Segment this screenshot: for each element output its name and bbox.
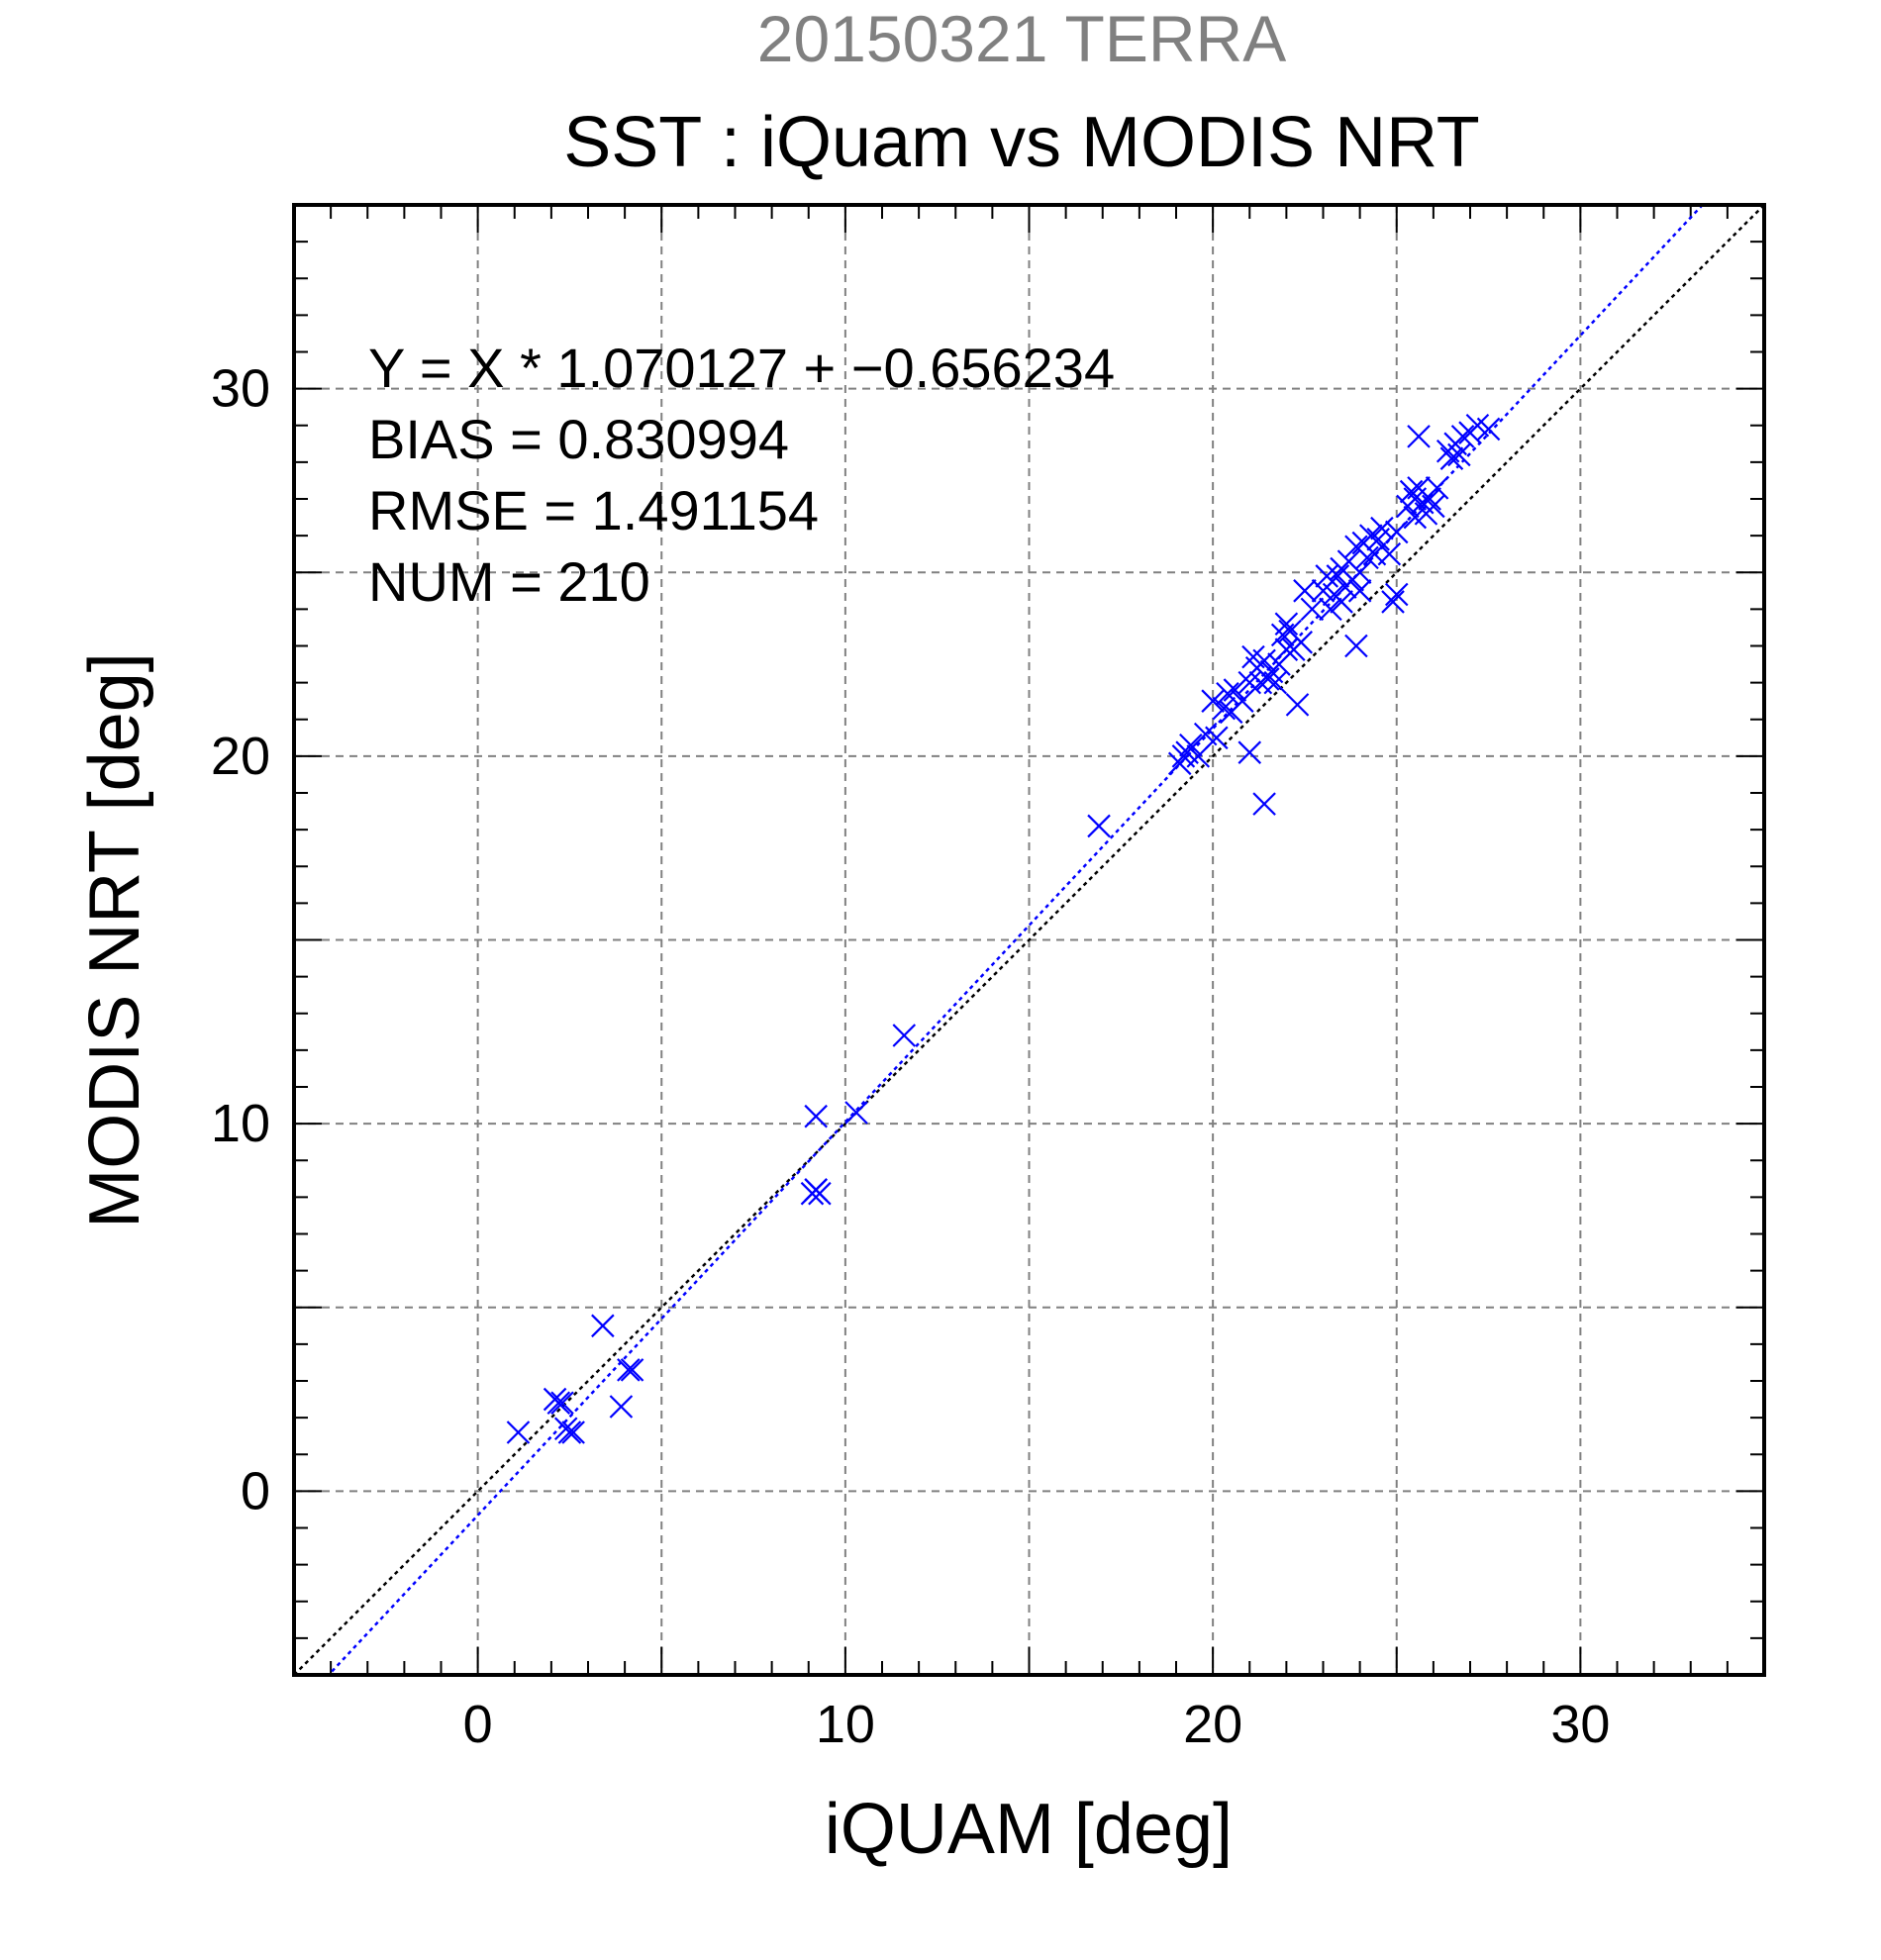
y-tick-labels: 0 10 20 30 xyxy=(211,359,270,1521)
y-tick-label: 0 xyxy=(241,1461,270,1520)
data-point xyxy=(1087,814,1111,838)
chart-subtitle: 20150321 TERRA xyxy=(757,2,1286,75)
data-point xyxy=(804,1104,828,1128)
x-tick-label: 10 xyxy=(816,1695,875,1754)
data-point xyxy=(1384,520,1409,544)
data-point xyxy=(1425,476,1449,500)
data-point xyxy=(1256,667,1280,691)
data-point xyxy=(591,1314,615,1338)
data-point xyxy=(1238,670,1262,695)
data-point xyxy=(1422,494,1445,519)
data-point xyxy=(1418,487,1441,511)
data-point xyxy=(1476,417,1501,441)
data-point xyxy=(1293,579,1317,603)
data-point xyxy=(1263,670,1288,695)
data-point xyxy=(1252,792,1276,816)
data-point xyxy=(1407,425,1431,448)
plot-area-frame xyxy=(292,203,1766,1677)
identity-line xyxy=(294,205,1764,1675)
data-point xyxy=(620,1358,644,1382)
data-point xyxy=(1315,564,1338,588)
x-tick-label: 0 xyxy=(463,1695,493,1754)
data-point xyxy=(617,1358,641,1382)
data-point xyxy=(1347,560,1372,585)
data-point xyxy=(844,1101,868,1125)
x-tick-labels: 0 10 20 30 xyxy=(463,1695,1611,1754)
x-axis-label: iQUAM [deg] xyxy=(825,1790,1233,1869)
data-point xyxy=(1201,689,1225,713)
y-tick-label: 20 xyxy=(211,727,270,786)
data-point xyxy=(1447,442,1471,467)
data-point xyxy=(1347,579,1372,603)
data-point xyxy=(1450,425,1475,448)
data-point xyxy=(609,1395,634,1419)
data-point xyxy=(506,1421,531,1444)
data-point xyxy=(1300,597,1325,622)
data-point xyxy=(561,1421,585,1444)
data-point xyxy=(892,1024,917,1047)
annotation-line: BIAS = 0.830994 xyxy=(368,408,789,470)
data-point xyxy=(550,1391,574,1416)
chart-title: SST : iQuam vs MODIS NRT xyxy=(563,103,1480,182)
data-point xyxy=(1358,524,1383,547)
data-point xyxy=(804,1178,828,1202)
data-point xyxy=(1319,597,1342,622)
x-tick-label: 20 xyxy=(1183,1695,1242,1754)
data-point xyxy=(1384,582,1409,607)
data-point xyxy=(1285,693,1310,717)
data-point xyxy=(1370,516,1394,540)
data-point xyxy=(1186,744,1211,768)
y-tick-label: 10 xyxy=(211,1094,270,1153)
data-point xyxy=(1238,740,1262,764)
data-point xyxy=(1216,681,1239,706)
fit-statistics: Y = X * 1.070127 + −0.656234 BIAS = 0.830… xyxy=(368,337,1115,613)
reference-lines xyxy=(294,205,1764,1675)
y-axis-label: MODIS NRT [deg] xyxy=(75,652,154,1228)
data-point xyxy=(1274,637,1299,661)
data-point xyxy=(1377,541,1402,566)
data-point xyxy=(1289,631,1314,654)
y-tick-label: 30 xyxy=(211,359,270,419)
data-point xyxy=(1381,590,1405,614)
minor-ticks xyxy=(294,205,1764,1675)
x-tick-label: 30 xyxy=(1550,1695,1610,1754)
annotation-line: RMSE = 1.491154 xyxy=(368,479,819,541)
data-point xyxy=(1326,564,1350,588)
data-points xyxy=(506,413,1501,1444)
data-point xyxy=(1223,678,1247,702)
data-point xyxy=(1231,689,1254,713)
data-point xyxy=(557,1421,582,1444)
annotation-line: Y = X * 1.070127 + −0.656234 xyxy=(368,337,1115,399)
data-point xyxy=(546,1391,571,1416)
data-point xyxy=(1344,634,1368,658)
data-point xyxy=(1355,545,1379,570)
data-point xyxy=(1252,648,1276,673)
data-point xyxy=(1274,612,1299,637)
regression-fit-line xyxy=(327,205,1705,1675)
data-point xyxy=(1179,733,1203,757)
data-point xyxy=(1330,590,1353,614)
data-point xyxy=(1439,446,1464,470)
data-point xyxy=(1205,726,1229,750)
data-point xyxy=(1167,751,1192,776)
data-point xyxy=(1212,696,1237,721)
annotation-line: NUM = 210 xyxy=(368,550,650,613)
